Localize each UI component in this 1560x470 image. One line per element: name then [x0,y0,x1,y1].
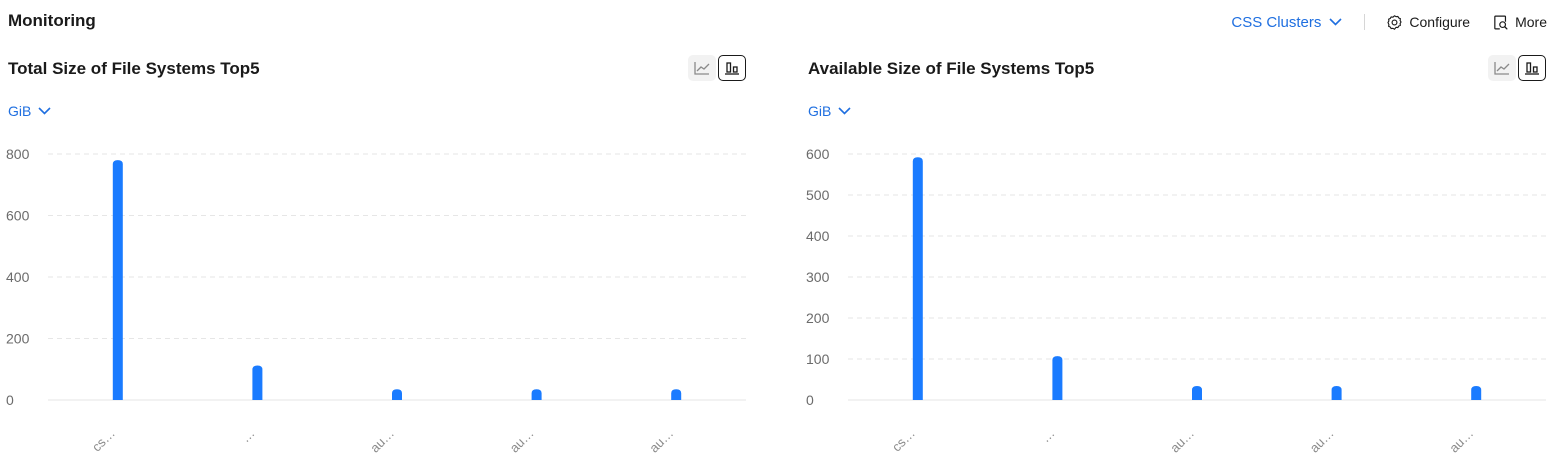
panel-title: Total Size of File Systems Top5 [8,59,260,78]
y-tick-label: 0 [806,392,814,408]
y-tick-label: 400 [806,228,830,244]
chart-type-toggle [688,55,746,81]
bar[interactable] [671,389,682,400]
chevron-down-icon [38,107,51,115]
y-tick-label: 0 [6,392,14,408]
monitoring-header: Monitoring CSS Clusters Configure More [0,0,1560,44]
x-tick-label: … [1038,426,1058,446]
configure-label: Configure [1409,14,1471,30]
x-tick-label: au… [1307,426,1337,456]
configure-button[interactable]: Configure [1386,14,1470,31]
chart-type-toggle [1488,55,1546,81]
header-divider [1364,14,1366,30]
page-title: Monitoring [8,11,96,30]
css-clusters-dropdown[interactable]: CSS Clusters [1231,14,1342,31]
y-tick-label: 600 [6,208,30,224]
bar-chart-toggle-button[interactable] [1518,55,1546,81]
available-size-bar-chart: 0 100 200 300 400 500 600 cs… … au… au… au… [806,146,1546,456]
more-button[interactable]: More [1492,14,1547,31]
bar[interactable] [392,389,402,400]
bar-chart-icon [1525,62,1539,75]
unit-label: GiB [8,103,32,119]
y-tick-label: 800 [6,146,30,162]
available-size-panel: Available Size of File Systems Top5 GiB … [800,48,1546,468]
y-tick-label: 100 [806,351,830,367]
bar-chart-toggle-button[interactable] [718,55,746,81]
chevron-down-icon [1329,18,1342,26]
bar[interactable] [1192,386,1202,400]
bar[interactable] [112,160,123,400]
line-chart-icon [694,62,710,75]
unit-label: GiB [808,103,832,119]
x-tick-label: cs… [889,426,918,455]
bar[interactable] [252,365,263,400]
y-tick-label: 300 [806,269,830,285]
y-tick-label: 400 [6,269,30,285]
chevron-down-icon [838,107,851,115]
x-tick-label: au… [1167,426,1197,456]
bar[interactable] [1471,386,1482,400]
bar[interactable] [912,157,923,400]
y-tick-label: 200 [6,331,30,347]
total-size-bar-chart: 0 200 400 600 800 cs… … au… au… au… [6,146,746,456]
unit-dropdown[interactable]: GiB [808,103,851,119]
bar[interactable] [1331,386,1342,400]
search-document-icon [1494,15,1508,30]
x-tick-label: … [238,426,258,446]
line-chart-icon [1494,62,1510,75]
css-clusters-label: CSS Clusters [1231,13,1322,31]
bar[interactable] [1052,356,1063,400]
bar-chart-icon [725,62,739,75]
gear-icon [1387,14,1402,30]
y-tick-label: 200 [806,310,830,326]
y-tick-label: 600 [806,146,830,162]
total-size-panel: Total Size of File Systems Top5 GiB 0 200… [0,48,746,468]
x-tick-label: cs… [89,426,118,455]
x-tick-label: au… [367,426,397,456]
panel-title: Available Size of File Systems Top5 [808,59,1095,78]
x-tick-label: au… [507,426,537,456]
y-tick-label: 500 [806,187,830,203]
line-chart-toggle-button[interactable] [1488,55,1516,81]
line-chart-toggle-button[interactable] [688,55,716,81]
x-tick-label: au… [1446,426,1476,456]
header-actions: CSS Clusters Configure More [1231,12,1547,32]
bar[interactable] [531,389,542,400]
more-label: More [1515,14,1547,30]
unit-dropdown[interactable]: GiB [8,103,51,119]
x-tick-label: au… [646,426,676,456]
